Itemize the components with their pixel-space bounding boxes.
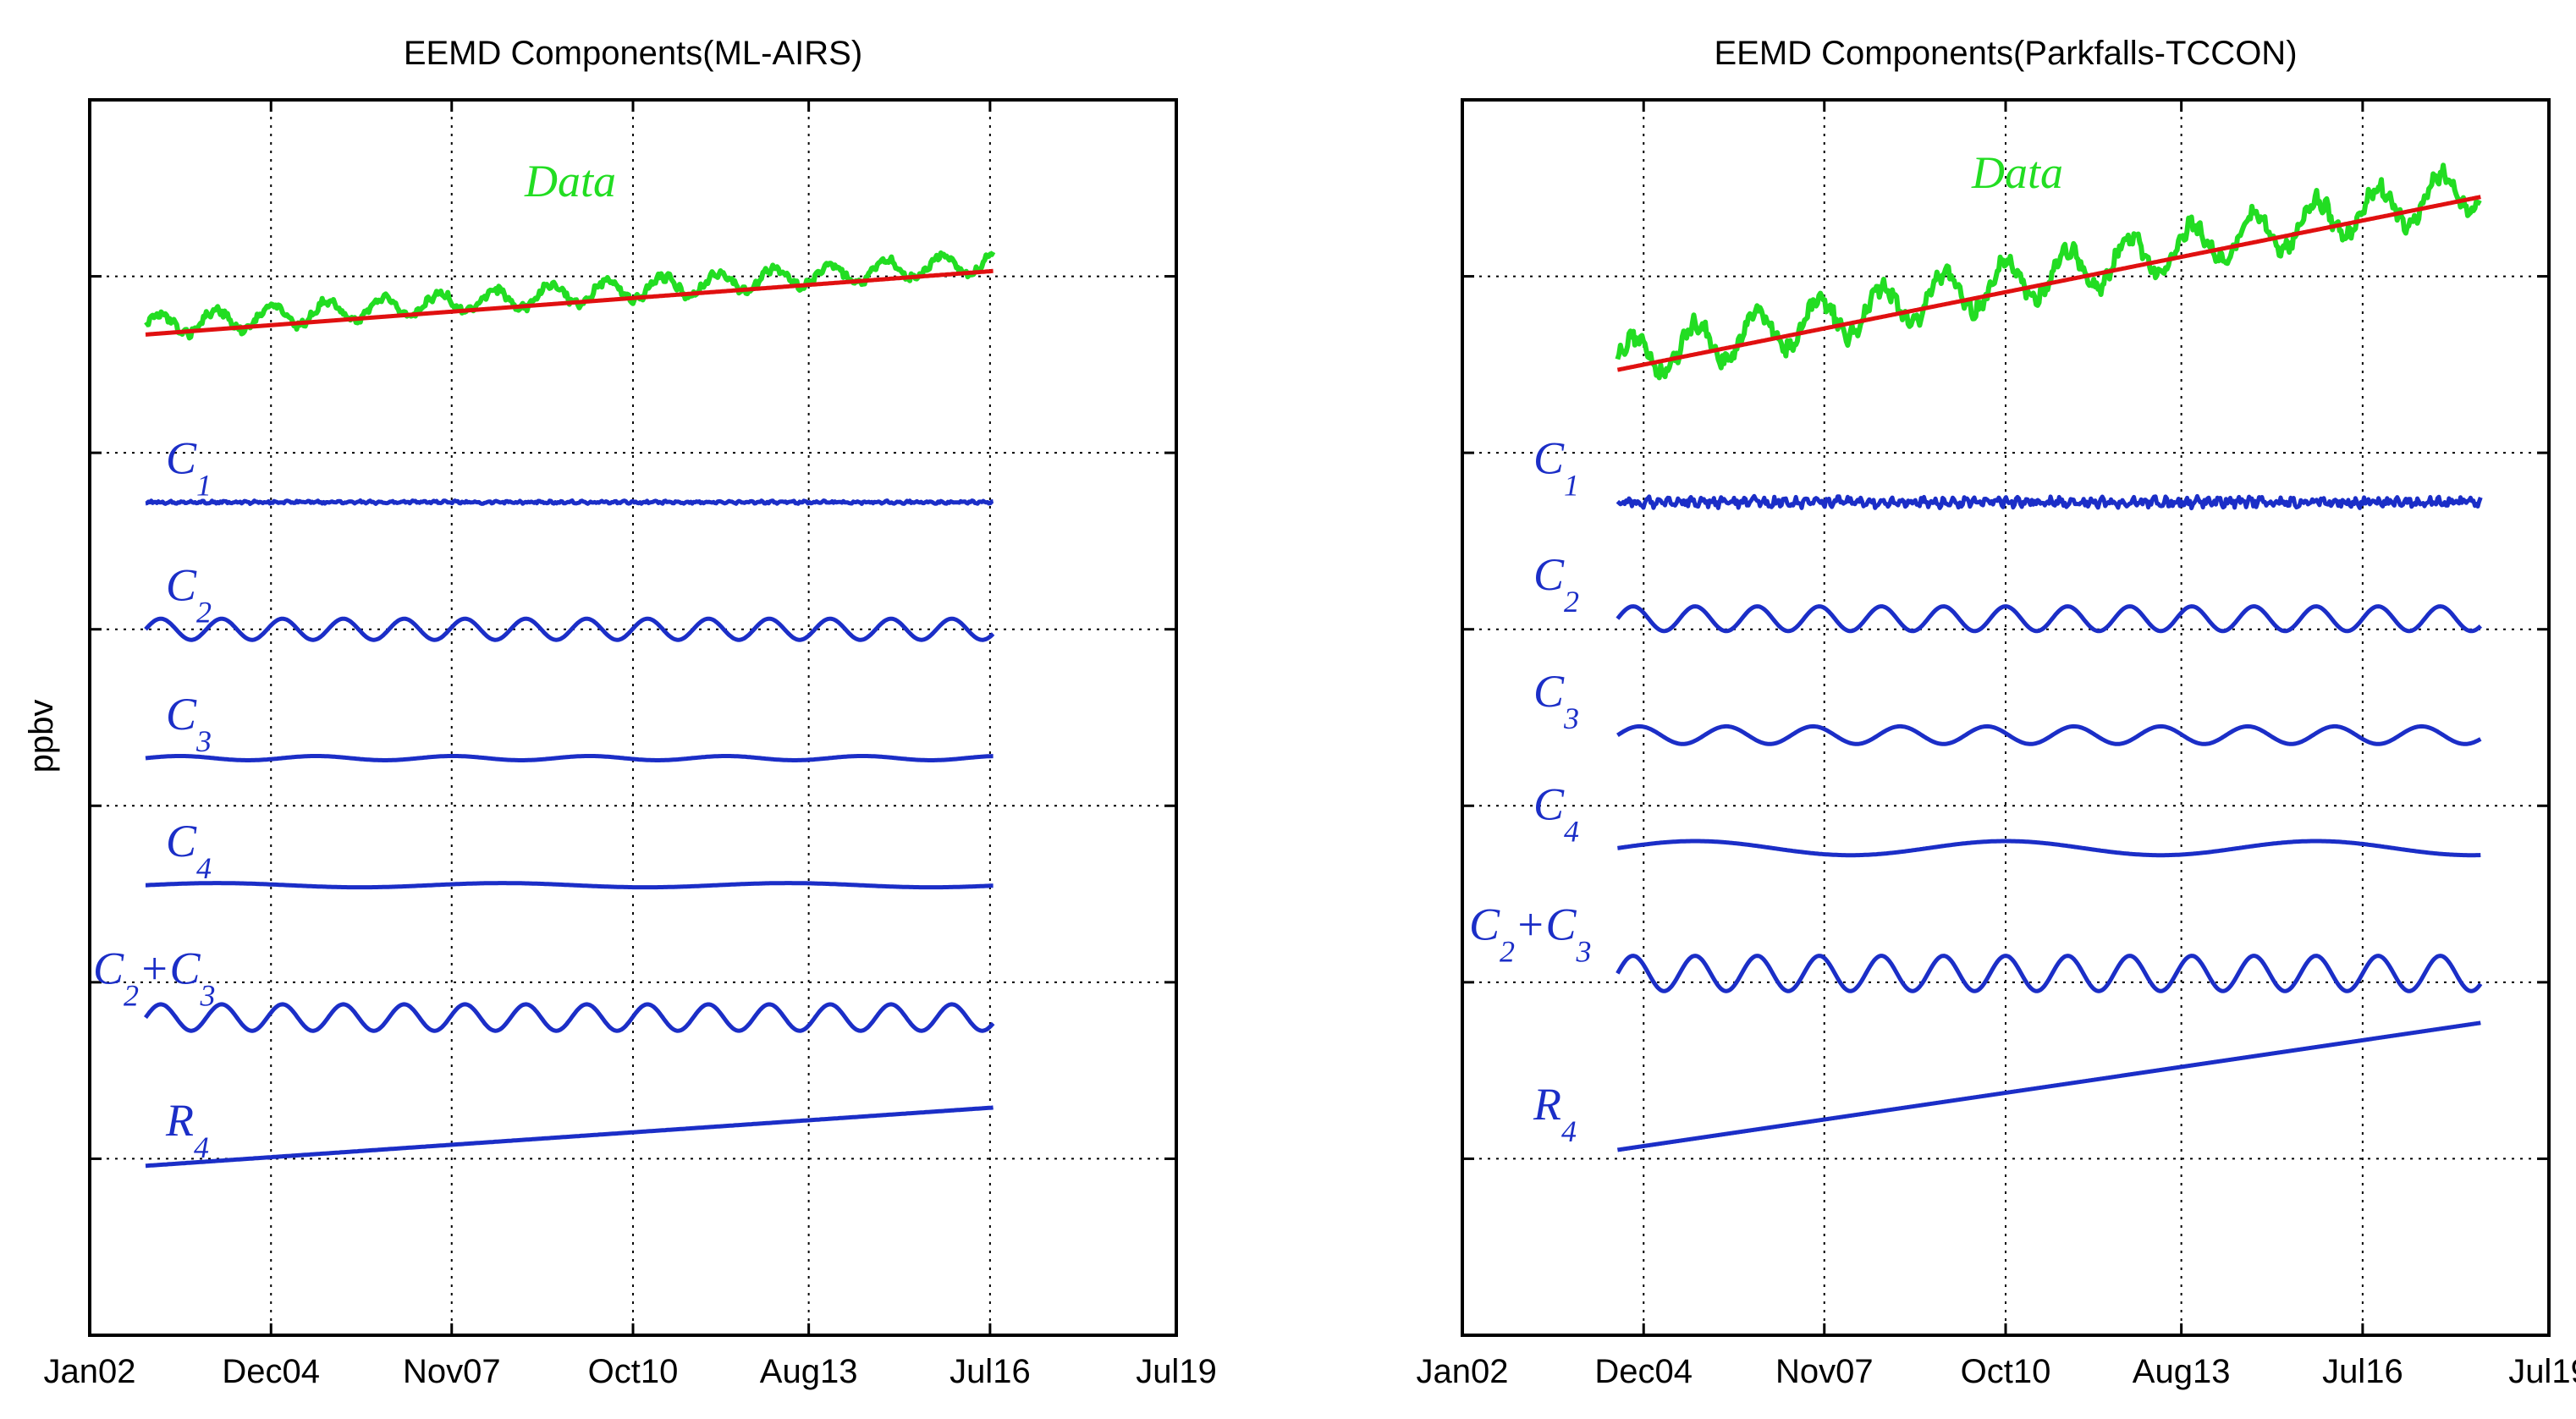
- series-label-data: Data: [1971, 147, 2063, 198]
- x-tick-label: Jan02: [1417, 1353, 1509, 1390]
- x-tick-label: Jul16: [949, 1353, 1031, 1390]
- series-label-c3: C3: [166, 689, 212, 758]
- series-label-c4: C4: [1533, 778, 1579, 848]
- axes-frame: [88, 98, 1178, 1337]
- chart-title: EEMD Components(ML-AIRS): [404, 35, 862, 72]
- series-line-c2: [144, 616, 995, 642]
- series-line-c4: [1616, 839, 2482, 858]
- series-label-c2-c3: C2+C3: [93, 943, 216, 1013]
- series-line-r4: [145, 1105, 994, 1169]
- x-tick-label: Oct10: [1961, 1353, 2051, 1390]
- x-tick-label: Nov07: [403, 1353, 501, 1390]
- x-tick-label: Jan02: [44, 1353, 136, 1390]
- series-label-c3: C3: [1533, 666, 1579, 735]
- series-line-c1: [145, 498, 994, 506]
- series-label-data: Data: [524, 156, 616, 206]
- x-tick-label: Aug13: [2133, 1353, 2231, 1390]
- series-label-r4: R4: [1533, 1079, 1577, 1148]
- series-label-c2: C2: [1533, 549, 1579, 619]
- series-label-c2: C2: [166, 560, 212, 630]
- series-label-c4: C4: [166, 816, 212, 885]
- axes-frame: [1461, 98, 2551, 1337]
- series-line-c2: [1616, 604, 2483, 634]
- y-axis-label: ppbv: [23, 700, 60, 773]
- x-tick-label: Oct10: [588, 1353, 679, 1390]
- x-tick-label: Nov07: [1775, 1353, 1874, 1390]
- series-line-trend: [145, 268, 994, 337]
- series-label-r4: R4: [165, 1095, 209, 1164]
- series-line-r4: [1616, 1020, 2482, 1152]
- x-tick-label: Aug13: [760, 1353, 858, 1390]
- x-tick-label: Jul16: [2322, 1353, 2403, 1390]
- series-line-c2-c3: [1616, 954, 2483, 993]
- panel-parkfalls-tccon: EEMD Components(Parkfalls-TCCON) Jan02 Dec…: [1417, 35, 2576, 1390]
- panel-ml-airs: EEMD Components(ML-AIRS) Jan02 Dec04 Nov07 O…: [44, 35, 1217, 1390]
- series-label-c1: C1: [166, 433, 212, 503]
- series-label-c1: C1: [1533, 433, 1579, 503]
- x-tick-label: Dec04: [1594, 1353, 1693, 1390]
- chart-title: EEMD Components(Parkfalls-TCCON): [1714, 35, 2297, 72]
- x-tick-label: Jul19: [1136, 1353, 1217, 1390]
- series-line-c3: [1616, 723, 2482, 746]
- x-tick-label: Dec04: [222, 1353, 320, 1390]
- series-line-c2-c3: [143, 1002, 995, 1033]
- series-line-c4: [145, 881, 994, 890]
- series-line-trend: [1616, 195, 2482, 372]
- series-line-c1: [1616, 493, 2483, 511]
- series-label-c2-c3: C2+C3: [1469, 899, 1592, 968]
- series-line-c3: [145, 754, 994, 762]
- x-tick-label: Jul19: [2508, 1353, 2576, 1390]
